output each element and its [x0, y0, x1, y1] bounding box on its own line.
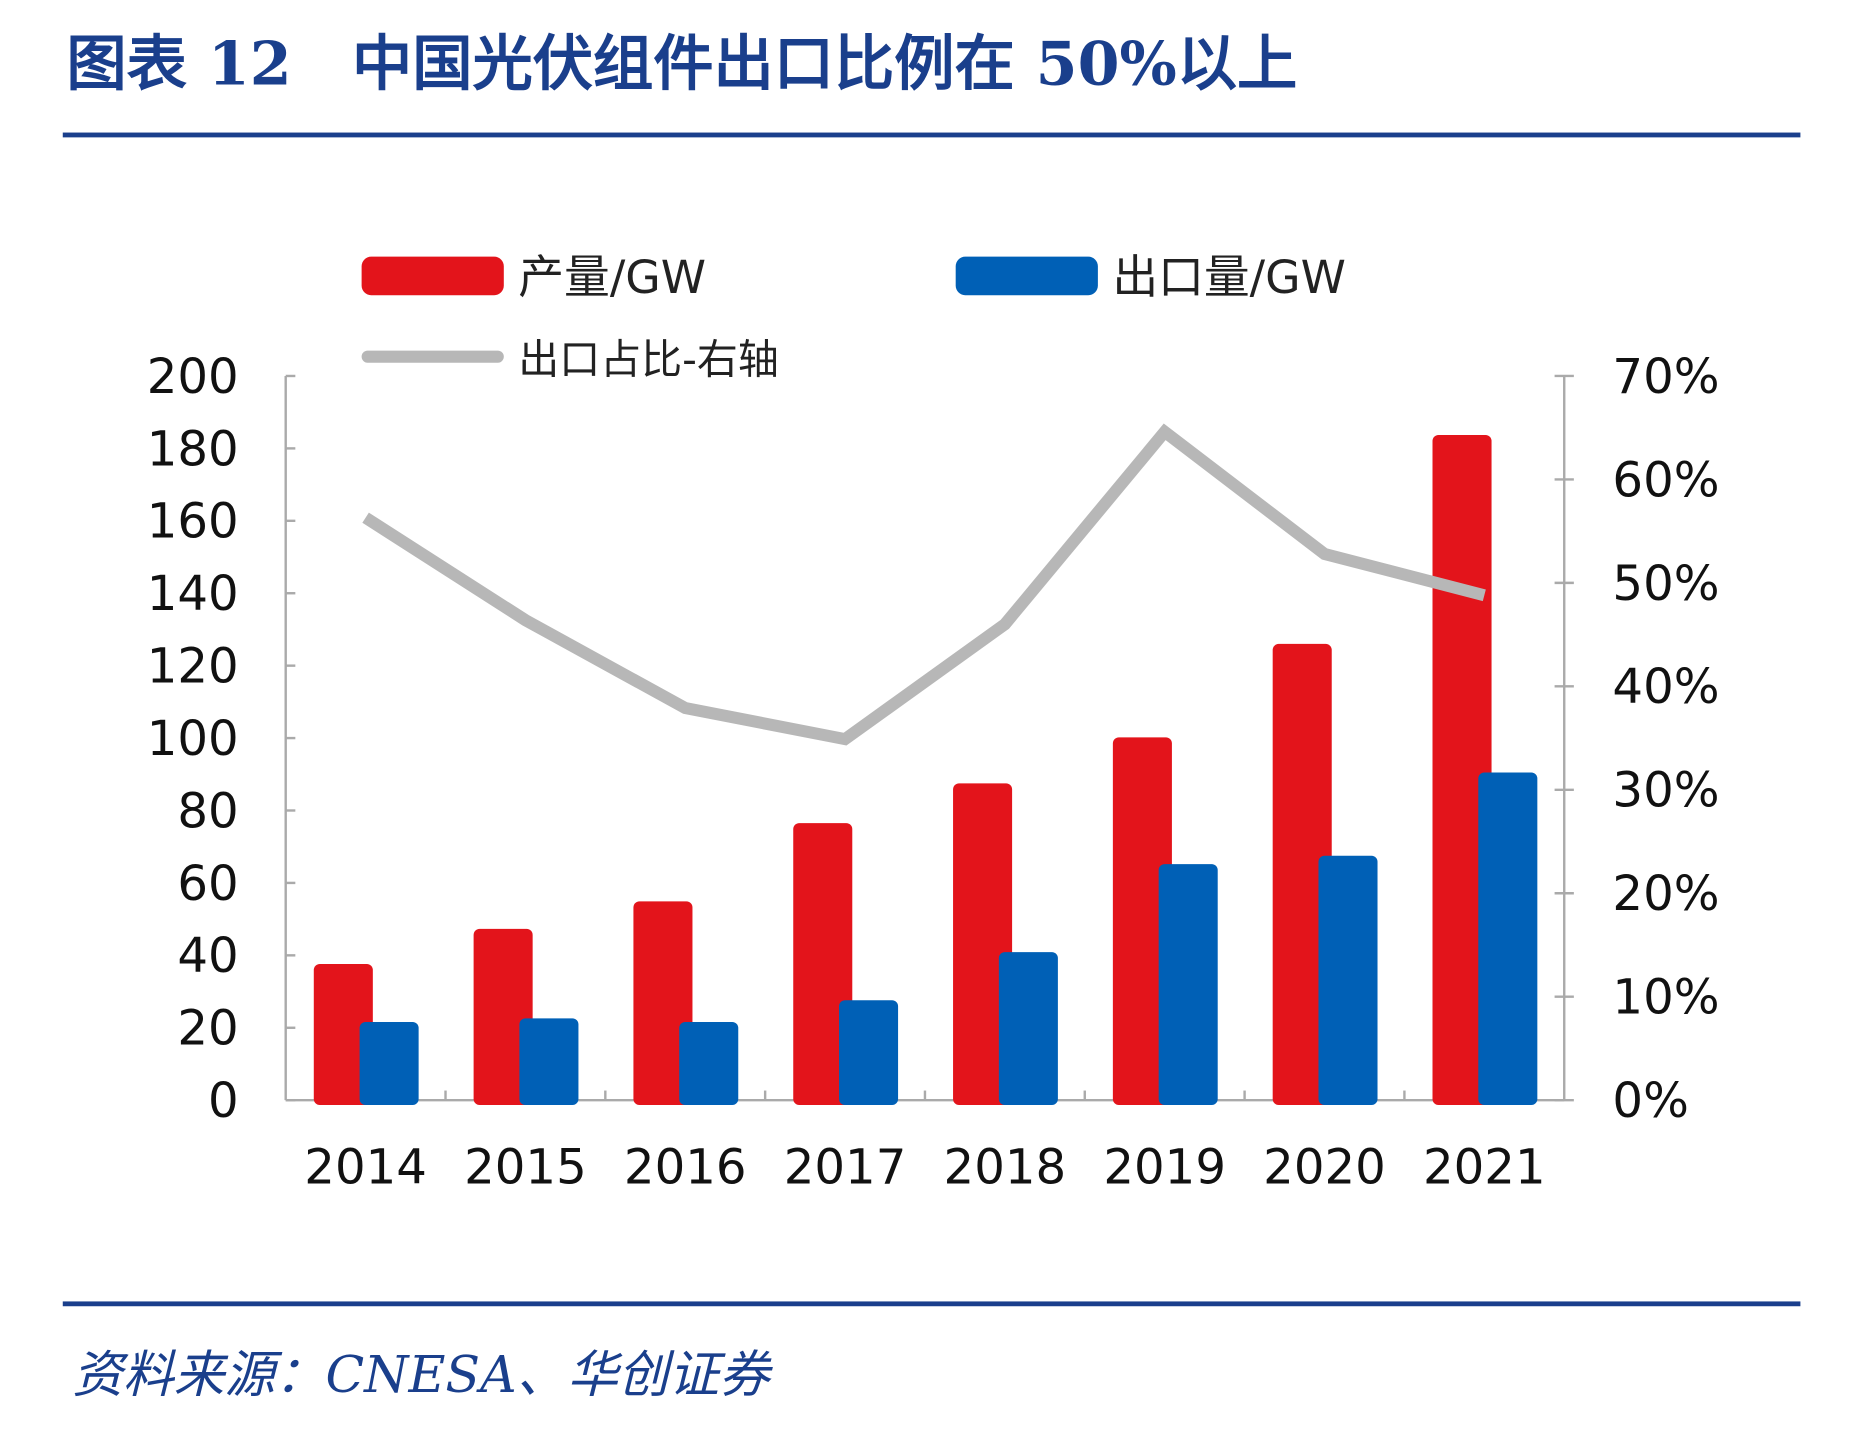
bar-production: [1432, 434, 1492, 1106]
bar-production: [633, 901, 693, 1106]
bar-production: [313, 964, 373, 1106]
left-tick-label: 0: [208, 1073, 239, 1129]
bar-export: [519, 1018, 579, 1106]
axes: 0 20 40 60 80 100 120 140 160 180 200 0% 10% 20% 30% 40…: [147, 349, 1720, 1195]
bar-production: [1272, 643, 1332, 1106]
legend-label-export: 出口量/GW: [1112, 250, 1346, 304]
right-tick-label: 60%: [1612, 452, 1719, 508]
x-tick-label: 2021: [1423, 1139, 1546, 1195]
bar-production: [793, 823, 853, 1106]
legend: 产量/GW 出口量/GW 出口占比-右轴: [361, 250, 1346, 384]
x-tick-label: 2015: [464, 1139, 587, 1195]
left-tick-label: 200: [147, 349, 239, 405]
left-tick-label: 120: [147, 639, 239, 695]
bar-production: [473, 928, 533, 1106]
source-note: 资料来源：CNESA、华创证券: [72, 1345, 773, 1404]
legend-swatch-production: [361, 256, 504, 296]
bar-export: [1478, 772, 1538, 1106]
bar-export: [359, 1021, 419, 1106]
bar-export: [998, 952, 1058, 1106]
right-tick-label: 40%: [1612, 659, 1719, 715]
left-tick-label: 140: [147, 566, 239, 622]
x-tick-label: 2014: [304, 1139, 427, 1195]
left-tick-label: 60: [177, 856, 238, 912]
x-tick-label: 2018: [944, 1139, 1067, 1195]
left-tick-label: 80: [177, 783, 238, 839]
left-tick-label: 100: [147, 711, 239, 767]
right-tick-label: 70%: [1612, 349, 1719, 405]
legend-swatch-export: [955, 256, 1098, 296]
x-tick-label: 2019: [1103, 1139, 1226, 1195]
left-tick-label: 160: [147, 494, 239, 550]
right-tick-label: 30%: [1612, 763, 1719, 819]
figure-title: 图表 12 中国光伏组件出口比例在 50%以上: [66, 28, 1297, 99]
bar-export: [1318, 855, 1378, 1106]
ratio-line-group: [362, 423, 1486, 746]
left-tick-label: 180: [147, 421, 239, 477]
right-tick-label: 20%: [1612, 866, 1719, 922]
footer-divider: [62, 1301, 1801, 1307]
bar-production: [953, 783, 1013, 1106]
left-tick-label: 40: [177, 928, 238, 984]
right-tick-label: 0%: [1612, 1073, 1688, 1129]
right-tick-label: 50%: [1612, 556, 1719, 612]
right-tick-label: 10%: [1612, 970, 1719, 1026]
legend-label-production: 产量/GW: [518, 250, 706, 304]
x-tick-label: 2017: [784, 1139, 907, 1195]
ratio-line: [362, 423, 1486, 746]
bar-export: [839, 1000, 899, 1106]
bar-production: [1112, 737, 1172, 1106]
bars: [313, 434, 1538, 1106]
left-tick-label: 20: [177, 1001, 238, 1057]
x-tick-label: 2020: [1263, 1139, 1386, 1195]
bar-export: [1158, 864, 1218, 1106]
title-divider: [62, 132, 1801, 138]
bar-export: [679, 1021, 739, 1106]
legend-label-ratio: 出口占比-右轴: [518, 336, 779, 384]
x-tick-label: 2016: [624, 1139, 747, 1195]
